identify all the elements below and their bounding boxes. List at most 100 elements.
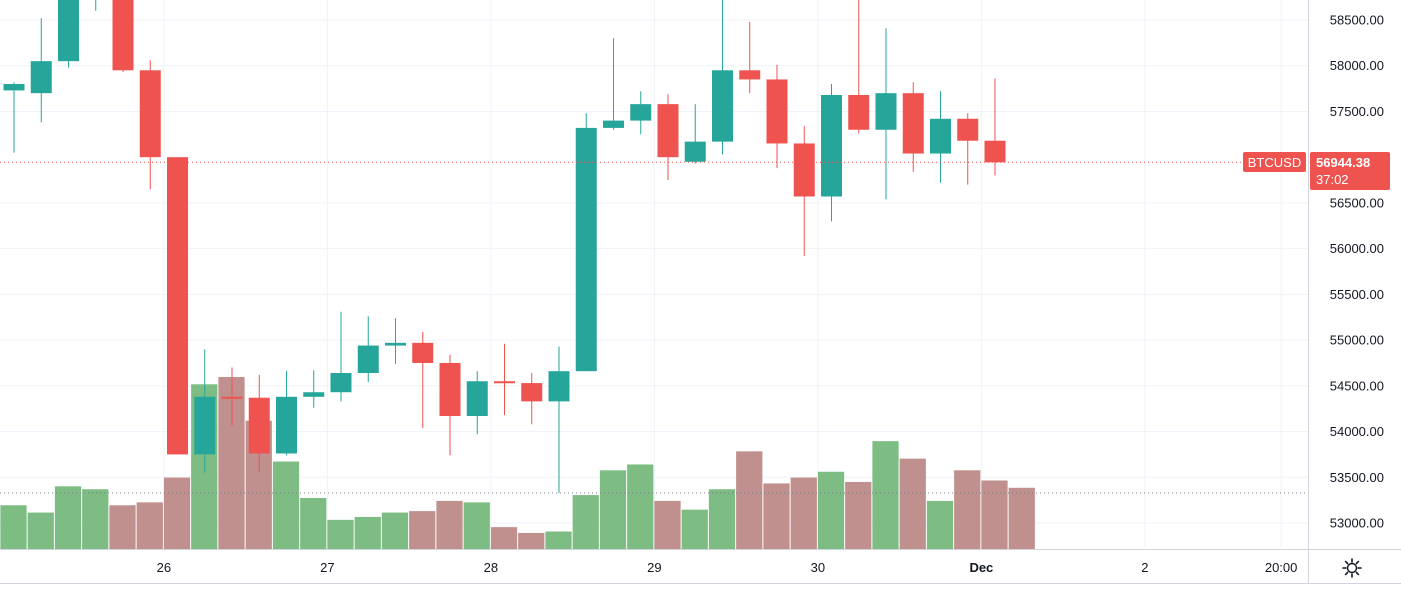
- y-tick-label: 58500.00: [1330, 13, 1384, 28]
- candle-body: [793, 143, 815, 197]
- settings-gear-icon[interactable]: [1335, 553, 1369, 583]
- x-tick-label: 29: [647, 560, 661, 575]
- candle-body: [466, 381, 488, 416]
- candle-body: [603, 120, 624, 128]
- y-tick-label: 55500.00: [1330, 287, 1384, 302]
- volume-bar: [736, 451, 763, 549]
- last-price-label: 56944.38: [1316, 155, 1370, 170]
- symbol-badge-bg: [1243, 152, 1306, 172]
- candle-body: [739, 70, 761, 80]
- volume-bar: [627, 464, 654, 549]
- candle-body: [630, 104, 652, 121]
- y-tick-label: 53000.00: [1330, 516, 1384, 531]
- candle-layer: [3, 0, 1006, 493]
- candle-body: [385, 342, 406, 346]
- volume-bar: [27, 512, 54, 549]
- volume-bar: [82, 489, 109, 549]
- y-tick-label: 57500.00: [1330, 104, 1384, 119]
- volume-bar: [163, 477, 191, 549]
- volume-bar: [681, 509, 708, 549]
- candle-body: [548, 371, 570, 402]
- y-tick-label: 56500.00: [1330, 195, 1384, 210]
- gear-icon: [1342, 558, 1362, 578]
- candle-body: [439, 362, 461, 416]
- volume-bar: [926, 500, 954, 549]
- candle-body: [712, 70, 733, 142]
- volume-bar: [845, 481, 872, 549]
- x-tick-label: 28: [484, 560, 498, 575]
- volume-bar: [463, 502, 490, 549]
- candle-body: [30, 61, 52, 94]
- volume-bar: [54, 486, 82, 549]
- candle-body: [684, 141, 706, 162]
- volume-bar: [354, 516, 381, 549]
- volume-bar: [763, 483, 790, 549]
- volume-bar: [327, 519, 354, 549]
- candle-body: [521, 383, 543, 402]
- bar-countdown-label: 37:02: [1316, 172, 1349, 187]
- volume-bar: [300, 497, 327, 549]
- candle-body: [58, 0, 79, 62]
- volume-bar: [109, 505, 136, 549]
- candle-body: [112, 0, 134, 71]
- x-tick-label: 2: [1141, 560, 1148, 575]
- x-tick-label: 26: [157, 560, 171, 575]
- symbol-badge: BTCUSD: [1248, 155, 1301, 170]
- candle-body: [821, 94, 842, 197]
- candle-body: [330, 373, 352, 393]
- x-tick-label: 20:00: [1265, 560, 1298, 575]
- y-tick-label: 54000.00: [1330, 424, 1384, 439]
- candle-body: [902, 93, 924, 154]
- axes: 53000.00 53500.00 54000.00 54500.00 55000.00…: [0, 0, 1401, 584]
- volume-bar: [872, 441, 899, 549]
- candle-body: [221, 396, 243, 399]
- candle-body: [657, 104, 679, 158]
- volume-bar: [409, 511, 436, 549]
- x-tick-label: Dec: [969, 560, 993, 575]
- last-price-tag: BTCUSD 56944.38 37:02: [1243, 152, 1390, 190]
- price-badge-bg: [1310, 152, 1390, 190]
- x-tick-label: 27: [320, 560, 334, 575]
- volume-bar: [0, 505, 27, 549]
- volume-bar: [136, 502, 163, 549]
- volume-bar: [817, 471, 845, 549]
- candle-body: [957, 118, 979, 141]
- candle-body: [139, 70, 161, 158]
- y-tick-label: 58000.00: [1330, 58, 1384, 73]
- y-tick-label: 55000.00: [1330, 333, 1384, 348]
- volume-bar: [790, 477, 817, 549]
- y-tick-label: 56000.00: [1330, 241, 1384, 256]
- candle-body: [766, 79, 788, 144]
- volume-layer: [0, 377, 1035, 549]
- volume-bar: [599, 470, 627, 549]
- volume-bar: [381, 512, 409, 549]
- candle-body: [412, 342, 434, 363]
- candle-body: [357, 345, 379, 374]
- volume-bar: [572, 495, 599, 549]
- candle-body: [248, 397, 270, 454]
- volume-bar: [436, 500, 463, 549]
- volume-bar: [1008, 487, 1035, 549]
- y-tick-label: 53500.00: [1330, 470, 1384, 485]
- candle-body: [494, 381, 515, 384]
- candle-body: [930, 118, 951, 154]
- y-tick-label: 54500.00: [1330, 378, 1384, 393]
- candle-body: [875, 93, 897, 130]
- volume-bar: [545, 531, 572, 549]
- volume-bar: [954, 470, 981, 549]
- candle-body: [575, 127, 597, 372]
- candle-body: [848, 94, 870, 130]
- grid-layer: [0, 0, 1308, 549]
- candle-body: [303, 392, 325, 397]
- volume-bar: [272, 461, 300, 549]
- volume-bar: [490, 527, 518, 549]
- candle-body: [276, 396, 297, 454]
- candle-body: [984, 140, 1006, 163]
- candle-body: [194, 396, 216, 455]
- candle-body: [3, 84, 25, 91]
- x-tick-label: 30: [811, 560, 825, 575]
- volume-bar: [654, 500, 681, 549]
- volume-bar: [708, 489, 736, 549]
